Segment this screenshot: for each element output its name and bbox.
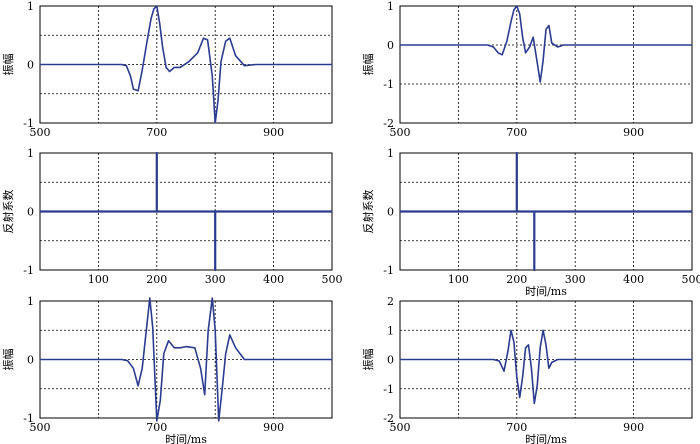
x-tick-label: 700 <box>506 421 527 434</box>
x-tick-label: 300 <box>565 273 586 286</box>
x-tick-label: 700 <box>506 126 527 139</box>
y-tick-label: 1 <box>387 324 394 337</box>
y-tick-label: 2 <box>387 295 394 308</box>
x-tick-label: 900 <box>263 126 284 139</box>
x-tick-label: 500 <box>30 126 51 139</box>
y-tick-label: 1 <box>27 0 34 13</box>
y-axis-label: 反射系数 <box>1 190 15 234</box>
series-line <box>400 5 692 83</box>
y-axis-label: 振幅 <box>361 54 375 76</box>
y-tick-label: -2 <box>383 412 394 425</box>
x-tick-label: 400 <box>263 273 284 286</box>
x-tick-label: 400 <box>623 273 644 286</box>
x-tick-label: 200 <box>506 273 527 286</box>
plot-frame <box>399 5 693 124</box>
y-axis-label: 振幅 <box>1 54 15 76</box>
x-tick-label: 900 <box>263 421 284 434</box>
y-tick-label: -1 <box>383 264 394 277</box>
chart-panel-middle-left: 100 200 300 400 500 -1 0 1 反射系数 <box>1 147 343 286</box>
x-tick-label: 900 <box>623 126 644 139</box>
chart-panel-top-left: 500 700 900 -1 0 1 振幅 <box>1 0 333 139</box>
x-axis-label: 时间/ms <box>525 433 567 444</box>
y-axis-label: 振幅 <box>361 349 375 371</box>
x-axis-label: 时间/ms <box>165 433 207 444</box>
y-tick-label: 0 <box>387 39 394 52</box>
x-tick-label: 200 <box>146 273 167 286</box>
y-tick-label: -1 <box>383 383 394 396</box>
y-tick-label: 1 <box>27 295 34 308</box>
x-tick-label: 100 <box>448 273 469 286</box>
x-tick-label: 500 <box>322 273 343 286</box>
y-tick-label: -1 <box>23 117 34 130</box>
y-tick-label: 0 <box>387 206 394 219</box>
y-tick-label: 0 <box>27 354 34 367</box>
y-tick-label: -1 <box>23 412 34 425</box>
x-tick-label: 500 <box>30 421 51 434</box>
y-tick-label: 1 <box>27 147 34 160</box>
chart-panel-top-right: 500 700 900 -2 -1 0 1 振幅 <box>361 0 693 139</box>
x-tick-label: 500 <box>682 273 700 286</box>
x-tick-label: 700 <box>146 421 167 434</box>
series-line <box>40 151 332 272</box>
y-tick-label: -1 <box>383 78 394 91</box>
series-line <box>40 297 332 422</box>
y-tick-label: 0 <box>27 59 34 72</box>
x-tick-label: 500 <box>390 126 411 139</box>
x-tick-label: 100 <box>88 273 109 286</box>
series-line <box>400 329 692 405</box>
series-line <box>40 5 332 124</box>
x-tick-label: 700 <box>146 126 167 139</box>
y-tick-label: 1 <box>387 0 394 13</box>
y-tick-label: -2 <box>383 117 394 130</box>
y-axis-label: 反射系数 <box>361 190 375 234</box>
x-tick-label: 900 <box>623 421 644 434</box>
y-axis-label: 振幅 <box>1 349 15 371</box>
y-tick-label: 0 <box>387 354 394 367</box>
x-axis-label: 时间/ms <box>525 285 567 298</box>
y-tick-label: 0 <box>27 206 34 219</box>
series-line <box>400 151 692 272</box>
y-tick-label: -1 <box>23 264 34 277</box>
x-tick-label: 500 <box>390 421 411 434</box>
y-tick-label: 1 <box>387 147 394 160</box>
x-tick-label: 300 <box>205 273 226 286</box>
